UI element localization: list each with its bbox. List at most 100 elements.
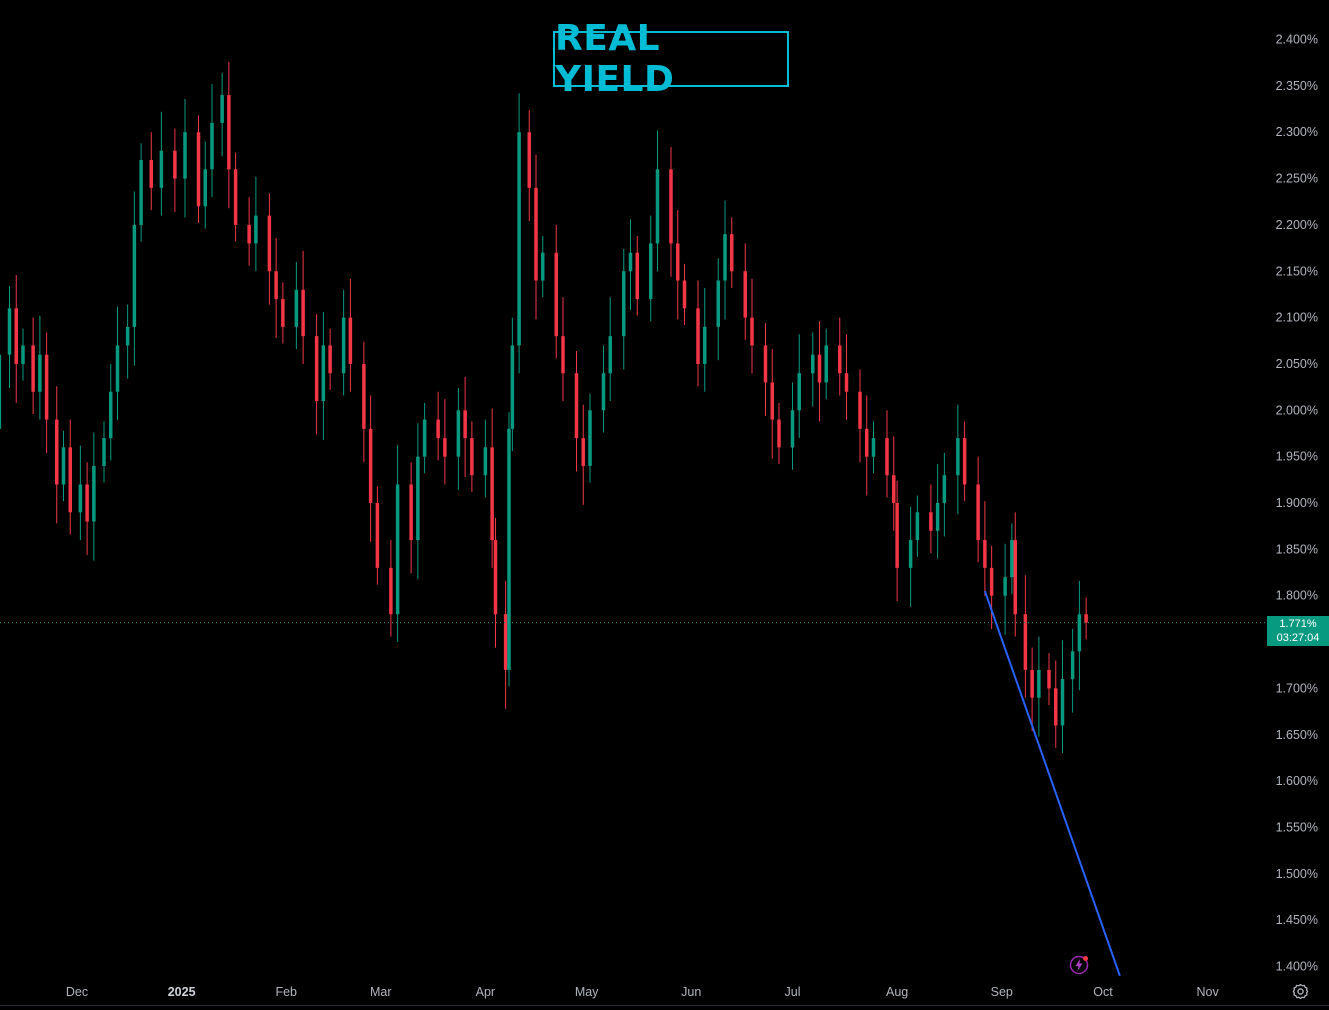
candle-body [55,419,59,485]
candle [301,250,305,364]
candle [227,61,231,209]
candle-body [443,438,447,457]
candle [622,249,626,370]
candle [635,236,639,316]
candle-body [125,326,130,346]
candle-body [85,484,89,522]
candle [507,412,511,687]
candle-body [1060,679,1065,726]
candle [416,423,420,580]
candle-body [561,336,565,374]
candle [750,278,754,374]
candle [790,382,795,470]
candle [341,289,346,396]
candle-body [132,224,137,327]
candle [1054,660,1058,748]
candle-body [628,252,633,272]
candle-body [676,243,680,281]
candle-body [115,345,120,392]
candle [483,419,488,498]
candle [676,210,680,320]
candle-body [321,345,326,402]
candle-body [362,363,366,429]
candle [956,404,960,515]
candle-body [1003,577,1007,596]
candle [267,193,272,305]
candle-body [314,336,319,402]
candle-body [750,317,754,346]
candle-body [78,484,83,513]
candle-body [281,299,285,327]
candle [139,143,143,242]
x-tick-label: Mar [370,985,392,999]
candle-body [541,252,545,281]
candle [109,363,113,461]
candle-body [14,308,18,364]
y-tick-label: 1.950% [1276,450,1318,464]
x-tick-label: Aug [886,985,908,999]
candle-body [935,503,940,531]
trendline[interactable] [983,590,1121,977]
candle [14,274,18,403]
candle-body [865,428,869,457]
candle-body [983,540,987,568]
candle [908,506,913,607]
candle-body [1037,669,1041,698]
candle [409,462,413,574]
candle [274,237,278,338]
candle-body [233,169,238,225]
candle [203,141,207,229]
candle-body [608,336,612,374]
candle [254,176,258,272]
candle-body [510,345,515,429]
candle [247,197,251,266]
candle [770,349,774,459]
candle-body [470,438,474,476]
candle [85,462,89,555]
candle-body [31,345,35,392]
candle [915,495,920,557]
settings-gear-icon[interactable] [1292,983,1309,1000]
x-tick-label: Sep [991,985,1013,999]
chart-title-box[interactable]: REAL YIELD [553,18,789,100]
candle [817,321,822,422]
candle [0,354,2,429]
candle-body [173,150,177,179]
y-tick-label: 1.900% [1276,496,1318,510]
candle [436,391,440,461]
candle-body [885,438,889,476]
candle [314,313,319,435]
candle [38,315,42,420]
candle [581,404,585,505]
candle-body [989,567,994,596]
x-tick-label: Dec [66,985,88,999]
candle [55,386,59,524]
candle-body [149,160,153,188]
candle [102,421,106,483]
candle-body [301,289,305,337]
candle-body [588,410,592,466]
candle-body [294,289,299,327]
candle [628,219,633,311]
candle-body [436,419,440,439]
candle-body [341,317,346,374]
candle [463,376,467,478]
candle-body [375,503,380,568]
candle [763,323,768,416]
candle-body [824,345,828,383]
candle [777,402,781,465]
candle [608,297,612,402]
candle [534,154,538,320]
candle-body [38,354,42,392]
candle-body [777,419,781,448]
candle-body [942,475,947,503]
alert-lightning-icon[interactable] [1069,955,1089,975]
candle-body [1047,669,1051,689]
candle-body [0,354,2,429]
candle [7,286,12,389]
y-tick-label: 2.150% [1276,264,1318,278]
candle-body [1070,651,1075,680]
candle [574,350,579,472]
candle [983,501,987,596]
